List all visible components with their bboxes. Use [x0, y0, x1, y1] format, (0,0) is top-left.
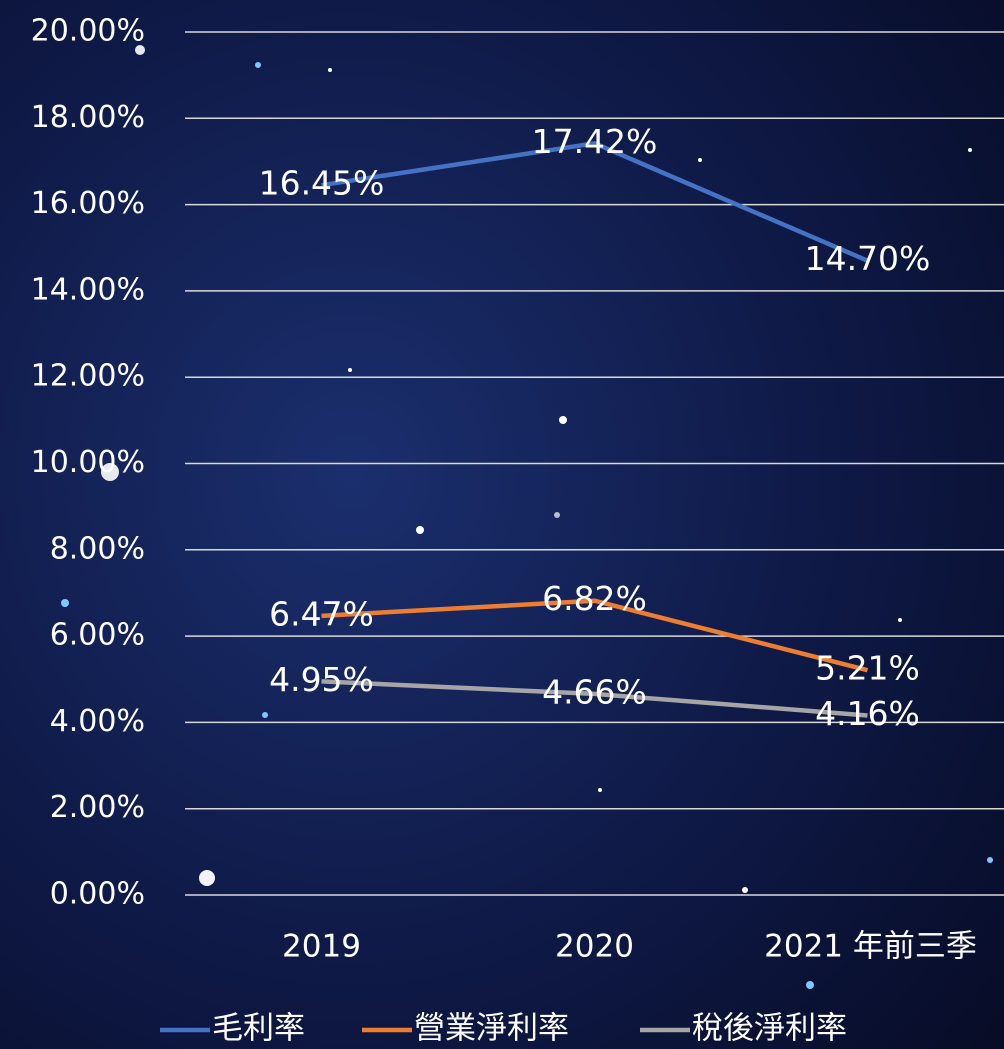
series-line [321, 679, 868, 718]
legend-label: 營業淨利率 [414, 1011, 569, 1047]
x-tick-label: 2021 年前三季 [764, 929, 977, 965]
data-label: 17.42% [532, 122, 658, 161]
data-label: 16.45% [259, 164, 385, 203]
y-tick-label: 4.00% [50, 704, 145, 739]
y-tick-label: 16.00% [31, 186, 145, 221]
data-label: 6.82% [542, 579, 647, 618]
stars [61, 45, 993, 989]
y-tick-label: 6.00% [50, 618, 145, 653]
y-tick-label: 0.00% [50, 877, 145, 912]
data-label: 4.66% [542, 672, 647, 711]
y-tick-label: 18.00% [31, 100, 145, 135]
legend-label: 稅後淨利率 [692, 1011, 847, 1047]
x-tick-label: 2020 [555, 929, 634, 965]
series-line [321, 598, 869, 673]
y-tick-label: 20.00% [31, 14, 145, 49]
y-tick-label: 12.00% [31, 359, 145, 394]
y-tick-label: 2.00% [50, 790, 145, 825]
data-label: 4.95% [269, 660, 374, 699]
data-label: 6.47% [269, 594, 374, 633]
data-label: 4.16% [815, 694, 920, 733]
x-tick-label: 2019 [282, 929, 361, 965]
y-tick-label: 10.00% [31, 445, 145, 480]
data-label: 5.21% [815, 649, 920, 688]
series-line [321, 141, 869, 263]
legend-label: 毛利率 [212, 1011, 305, 1047]
y-tick-label: 14.00% [31, 272, 145, 307]
y-tick-label: 8.00% [50, 531, 145, 566]
data-label: 14.70% [805, 239, 931, 278]
